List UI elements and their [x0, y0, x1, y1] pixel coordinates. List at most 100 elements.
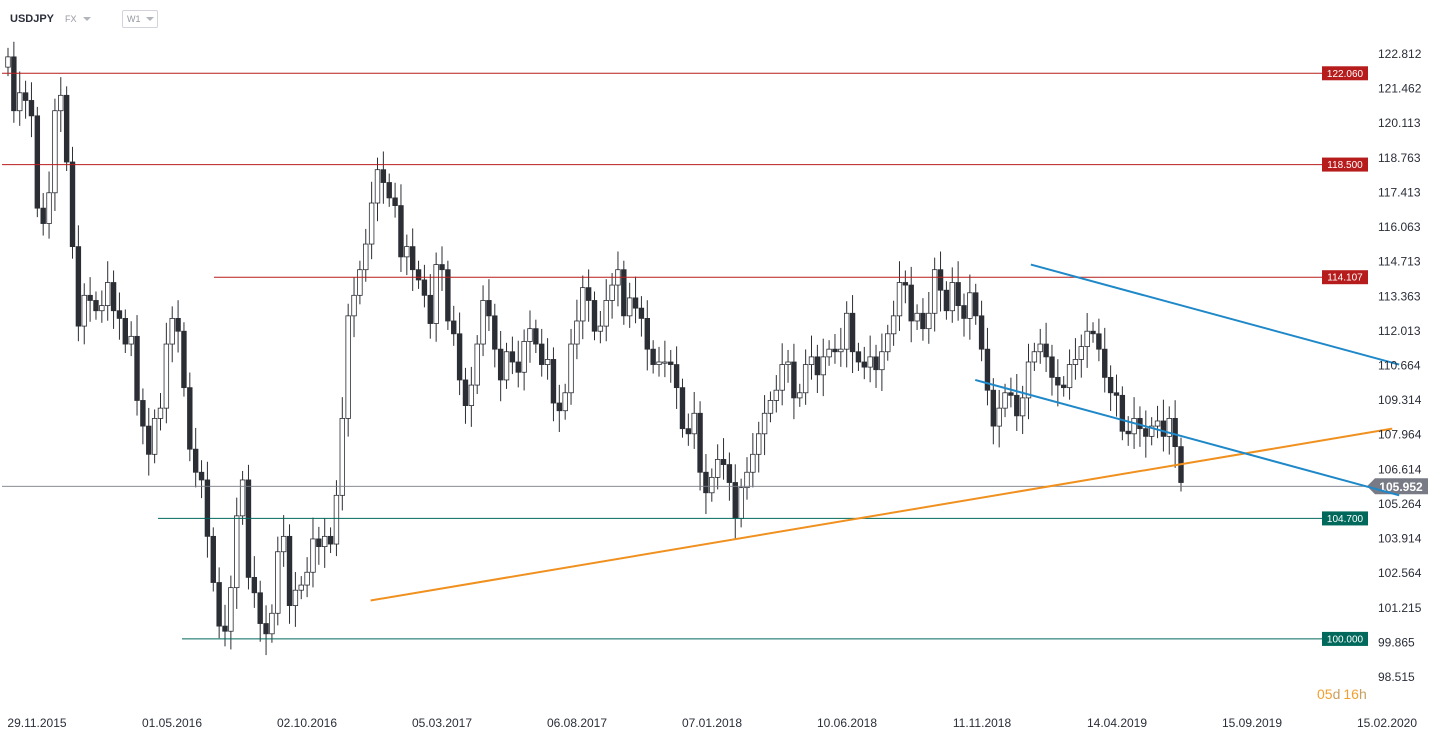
candle: [1107, 365, 1114, 411]
candle: [767, 391, 774, 423]
candle-body-bear: [943, 289, 950, 312]
candle: [1084, 313, 1090, 368]
candle-body-bear: [697, 412, 703, 473]
market-selector[interactable]: FX: [65, 10, 91, 28]
candle: [879, 333, 885, 391]
candle: [286, 524, 293, 624]
candle-body-bear: [22, 92, 29, 101]
candle-body-bull: [275, 551, 281, 614]
candle-body-bull: [738, 487, 744, 519]
candle-body-bull: [609, 284, 615, 301]
x-tick-label: 06.08.2017: [547, 716, 607, 730]
candle-body-bear: [456, 333, 463, 381]
timeframe-label: W1: [127, 14, 141, 24]
candle: [808, 335, 815, 380]
candle-body-bear: [210, 535, 216, 583]
level-tag-114.107: [1322, 270, 1368, 285]
candle: [497, 330, 504, 402]
y-tick-label: 114.713: [1378, 255, 1421, 269]
countdown-hours: 16: [1343, 686, 1359, 702]
candle-body-bear: [462, 379, 469, 406]
candle: [580, 275, 586, 340]
candle-body-bull: [826, 348, 832, 358]
candle-body-bear: [638, 307, 645, 319]
candle-body-bull: [890, 315, 897, 335]
candle: [99, 290, 105, 323]
timeframe-selector[interactable]: W1: [122, 10, 158, 28]
y-tick-label: 101.215: [1378, 601, 1422, 615]
candle: [990, 378, 997, 445]
candle: [585, 269, 592, 322]
channel-upper[interactable]: [1030, 263, 1400, 366]
candle-body-bear: [591, 300, 598, 332]
candle-body-bear: [509, 351, 516, 363]
orange-support-trendline[interactable]: [370, 427, 1393, 602]
candle-body-bull: [1066, 364, 1073, 389]
candle: [456, 312, 463, 396]
candle-body-bull: [709, 476, 715, 494]
candle: [298, 576, 304, 600]
candle-body-bear: [398, 205, 404, 258]
y-tick-label: 102.564: [1378, 566, 1422, 580]
candle: [709, 468, 715, 502]
candle: [955, 261, 961, 321]
candle-body-bull: [521, 341, 527, 373]
candle-body-bear: [920, 312, 926, 330]
candle-body-bull: [744, 471, 750, 489]
price-axis: 122.812 121.462 120.113 118.763 117.413 116.0…: [1378, 47, 1422, 684]
candle: [1148, 417, 1155, 446]
y-tick-label: 117.413: [1378, 185, 1421, 199]
channel-lower[interactable]: [974, 378, 1400, 497]
x-tick-label: 15.09.2019: [1222, 716, 1282, 730]
candle-body-bull: [779, 364, 785, 391]
candle: [656, 346, 662, 377]
candle-body-bull: [480, 300, 486, 345]
candle: [984, 327, 991, 406]
candle-body-bull: [562, 392, 568, 412]
candle-body-bear: [380, 169, 387, 183]
candle-body-bear: [1143, 428, 1149, 437]
candle: [275, 536, 281, 626]
countdown-hours-unit: h: [1359, 686, 1367, 702]
candle: [855, 342, 862, 371]
candle: [1014, 374, 1020, 431]
candle-body-bear: [93, 300, 99, 312]
candle-body-bull: [580, 287, 586, 322]
candle-body-bull: [46, 192, 52, 224]
candle-body-bear: [181, 330, 187, 389]
candle-body-bull: [914, 312, 920, 322]
candle-body-bear: [445, 269, 451, 322]
candle-body-bull: [761, 412, 768, 435]
candle: [908, 266, 914, 343]
candle-body-bull: [843, 312, 850, 350]
candle-body-bear: [1119, 394, 1126, 432]
candle: [239, 470, 246, 525]
candle-body-bull: [527, 328, 533, 342]
candle: [638, 296, 645, 337]
candle: [1078, 334, 1084, 378]
candle-body-bull: [81, 294, 87, 327]
candle-body-bear: [832, 348, 838, 353]
candle-body-bull: [785, 361, 791, 365]
candle-body-bull: [99, 305, 105, 312]
candle: [838, 327, 844, 367]
candle-body-bull: [1154, 420, 1161, 427]
candle: [896, 261, 903, 331]
candle: [409, 228, 416, 291]
candle: [732, 464, 738, 540]
candle: [791, 343, 797, 420]
x-tick-label: 15.02.2020: [1357, 716, 1417, 730]
x-tick-label: 05.03.2017: [412, 716, 472, 730]
candle-body-bear: [961, 305, 967, 319]
candle-body-bull: [1148, 425, 1155, 437]
candle: [404, 234, 410, 276]
candle: [914, 304, 920, 330]
candle-body-bear: [533, 328, 539, 345]
candle-body-bear: [386, 182, 392, 199]
symbol-label[interactable]: USDJPY: [10, 13, 55, 25]
candle-body-bull: [298, 584, 304, 591]
candle-body-bull: [574, 320, 580, 345]
candle-body-bear: [632, 297, 639, 309]
candle: [292, 572, 299, 627]
